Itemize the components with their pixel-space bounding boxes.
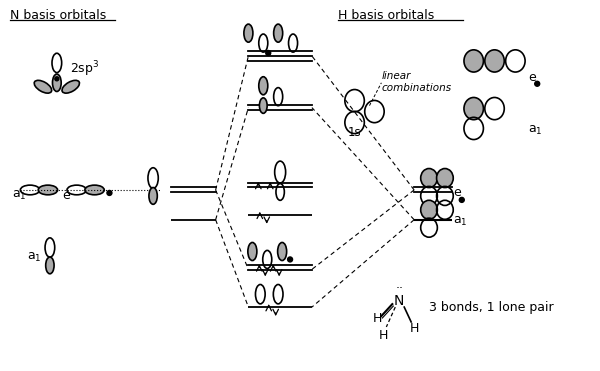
Text: H: H <box>373 312 382 325</box>
Ellipse shape <box>421 200 437 219</box>
Ellipse shape <box>278 243 287 260</box>
Circle shape <box>535 81 539 86</box>
Text: a$_1$: a$_1$ <box>27 251 41 264</box>
Circle shape <box>266 50 271 56</box>
Text: a$_1$: a$_1$ <box>453 215 467 228</box>
Ellipse shape <box>248 243 257 260</box>
Text: 1s: 1s <box>347 126 361 139</box>
Ellipse shape <box>259 77 268 95</box>
Ellipse shape <box>62 81 79 93</box>
Text: N basis orbitals: N basis orbitals <box>10 9 106 22</box>
Ellipse shape <box>485 50 504 72</box>
Text: 3 bonds, 1 lone pair: 3 bonds, 1 lone pair <box>429 301 554 313</box>
Text: e: e <box>528 71 536 84</box>
Ellipse shape <box>464 50 484 72</box>
Ellipse shape <box>274 24 283 42</box>
Ellipse shape <box>85 185 104 195</box>
Ellipse shape <box>244 24 253 42</box>
Circle shape <box>107 190 112 196</box>
Text: H: H <box>379 329 388 342</box>
Text: N: N <box>394 294 404 308</box>
Circle shape <box>287 257 293 262</box>
Text: H basis orbitals: H basis orbitals <box>338 9 434 22</box>
Ellipse shape <box>464 98 484 120</box>
Ellipse shape <box>437 168 453 188</box>
Text: combinations: combinations <box>382 83 452 93</box>
Text: ··: ·· <box>395 282 403 295</box>
Text: a$_1$: a$_1$ <box>528 124 543 137</box>
Ellipse shape <box>52 74 61 92</box>
Text: e: e <box>62 190 70 203</box>
Ellipse shape <box>46 257 54 274</box>
Text: e: e <box>453 187 461 200</box>
Text: linear: linear <box>382 71 411 81</box>
Ellipse shape <box>259 98 267 114</box>
Ellipse shape <box>34 81 52 93</box>
Ellipse shape <box>421 168 437 188</box>
Text: H: H <box>409 322 419 335</box>
Ellipse shape <box>149 187 157 204</box>
Text: a$_1$: a$_1$ <box>12 189 26 203</box>
Circle shape <box>459 197 464 202</box>
Text: 2sp$^3$: 2sp$^3$ <box>70 59 99 79</box>
Ellipse shape <box>38 185 58 195</box>
Circle shape <box>55 77 59 81</box>
